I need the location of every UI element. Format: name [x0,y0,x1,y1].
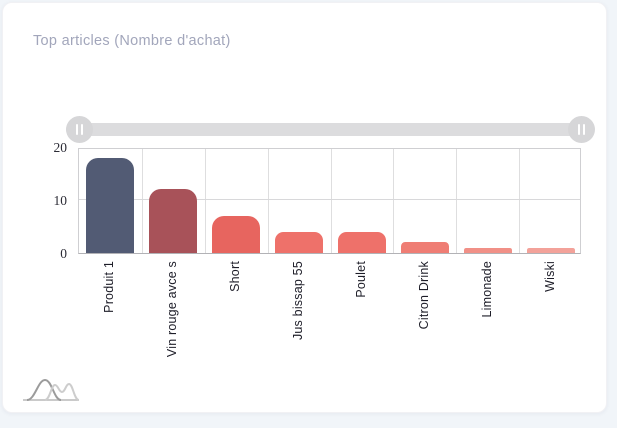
vertical-gridline [330,149,332,253]
x-axis-label-short: Short [228,261,243,292]
x-axis-label-jus-bissap-55: Jus bissap 55 [291,261,306,341]
horizontal-gridline [79,199,580,200]
vertical-gridline [141,149,143,253]
vertical-gridline [204,149,206,253]
chart-card: Top articles (Nombre d'achat) 0 10 20 Prod… [2,2,607,413]
x-axis-label-wiski: Wiski [542,261,557,292]
y-axis-tick-label: 20 [53,140,68,155]
bar-jus-bissap-55[interactable] [275,231,324,253]
x-axis-label-limonade: Limonade [479,261,494,318]
range-slider-track[interactable] [66,123,593,136]
vertical-gridline [519,149,521,253]
bar-poulet[interactable] [337,231,386,253]
x-axis-label-vin-rouge-avce-s: Vin rouge avce s [165,261,180,358]
bar-citron-drink[interactable] [400,242,449,253]
pause-grip-icon [80,123,83,135]
y-axis-tick-label: 10 [53,193,68,208]
plot-area [78,148,581,254]
pause-grip-icon [75,123,78,135]
x-axis-label-produit-1: Produit 1 [102,261,117,313]
bar-vin-rouge-avce-s[interactable] [149,189,198,253]
vertical-gridline [456,149,458,253]
y-axis-tick-label: 0 [60,246,67,261]
vertical-gridline [267,149,269,253]
pause-grip-icon [577,123,580,135]
range-slider-right-handle[interactable] [567,115,595,143]
x-axis-label-poulet: Poulet [353,261,368,298]
bar-wiski[interactable] [526,247,575,253]
bar-short[interactable] [212,215,261,253]
vertical-gridline [393,149,395,253]
chart-title: Top articles (Nombre d'achat) [33,33,231,49]
sparkline-waves-icon [23,378,80,401]
x-axis-label-citron-drink: Citron Drink [416,261,431,330]
bar-produit-1[interactable] [86,157,135,253]
range-slider-left-handle[interactable] [65,115,93,143]
pause-grip-icon [582,123,585,135]
bar-limonade[interactable] [463,247,512,253]
